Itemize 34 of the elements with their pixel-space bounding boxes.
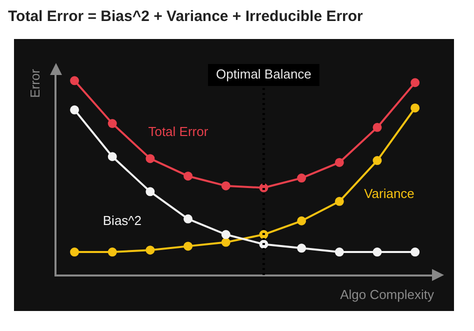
x-axis-title: Algo Complexity: [340, 286, 434, 302]
point: [297, 174, 306, 183]
chart-title: Total Error = Bias^2 + Variance + Irreducible Error: [8, 8, 364, 25]
point: [70, 248, 80, 257]
point: [334, 248, 344, 257]
point: [334, 196, 344, 206]
point: [146, 246, 155, 255]
point: [146, 187, 155, 196]
point: [221, 238, 230, 247]
text: Optimal Balance: [216, 66, 312, 82]
point: [410, 78, 420, 88]
point: [410, 103, 420, 112]
series-label: Variance: [364, 186, 414, 202]
point: [297, 244, 306, 253]
series-label: Bias^2: [102, 213, 142, 228]
point: [184, 242, 193, 251]
point: [372, 248, 382, 257]
point: [108, 119, 117, 128]
point: [70, 76, 80, 86]
point: [221, 181, 230, 190]
point: [108, 152, 117, 162]
point: [372, 156, 382, 166]
point: [372, 122, 382, 132]
point: [146, 154, 155, 164]
series-label: Total Error: [148, 124, 209, 140]
point: [297, 216, 306, 226]
point: [221, 230, 230, 240]
point: [410, 248, 420, 257]
point: [70, 105, 80, 114]
point: [334, 158, 344, 167]
y-axis-title: Error: [27, 68, 42, 98]
point: [184, 172, 193, 181]
point: [184, 214, 193, 224]
point: [108, 248, 117, 257]
